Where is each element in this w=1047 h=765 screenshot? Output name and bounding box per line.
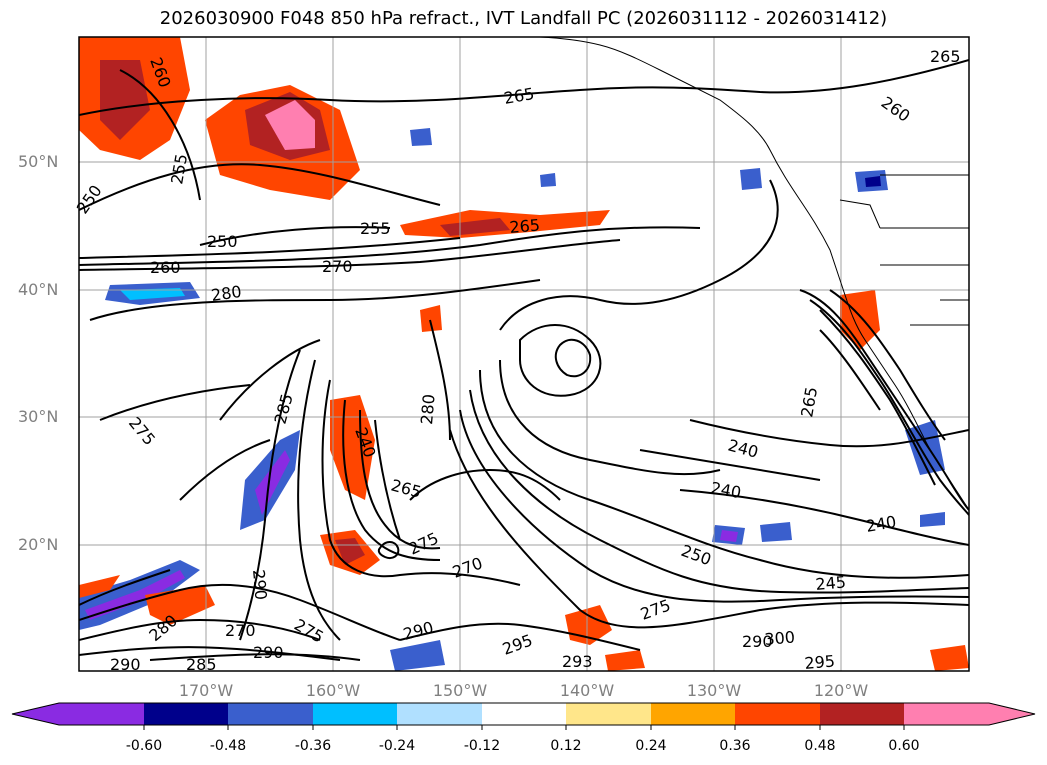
contour-label: 290 (253, 643, 284, 662)
lat-label: 50°N (18, 152, 59, 171)
contour-label: 250 (207, 232, 238, 251)
lat-label: 40°N (18, 280, 59, 299)
lat-label: 20°N (18, 535, 59, 554)
map-layers (79, 37, 969, 671)
colorbar-tick-label: -0.48 (209, 738, 247, 754)
colorbar-tick-label: 0.36 (719, 738, 751, 754)
coastline (539, 37, 969, 511)
colorbar (11, 702, 1036, 730)
contour-label: 290 (742, 632, 773, 651)
contour-lines (79, 59, 969, 661)
grid-lines (79, 37, 969, 671)
colorbar-min-arrow (12, 703, 59, 725)
contour-label: 290 (110, 655, 141, 674)
lon-label: 150°W (432, 681, 488, 700)
contour-label: 260 (150, 258, 181, 277)
colorbar-tick-label: -0.60 (125, 738, 163, 754)
lat-label: 30°N (18, 407, 59, 426)
map-title: 2026030900 F048 850 hPa refract., IVT La… (159, 8, 888, 29)
contour-label: 270 (322, 257, 353, 276)
contour-label: 300 (764, 627, 796, 649)
contour-label: 245 (815, 572, 847, 594)
colorbar-tick-label: 0.24 (635, 738, 667, 754)
contour-label: 280 (210, 282, 243, 305)
lon-label: 170°W (178, 681, 234, 700)
colorbar-tick-label: -0.36 (294, 738, 332, 754)
contour-label: 280 (417, 393, 439, 425)
contour-label: 270 (225, 621, 256, 640)
shade-gulf-pink (265, 100, 315, 150)
colorbar-tick-label: 0.48 (804, 738, 836, 754)
lon-label: 130°W (686, 681, 742, 700)
colorbar-max-arrow (989, 703, 1035, 725)
colorbar-tick-label: -0.24 (378, 738, 416, 754)
shaded-fields (79, 37, 969, 671)
contour-label: 285 (186, 655, 217, 674)
contour-label: 293 (562, 652, 593, 671)
contour-label: 290 (249, 569, 271, 601)
contour-label: 265 (509, 215, 541, 237)
contour-label: 295 (804, 651, 836, 673)
contour-label: 265 (930, 47, 961, 66)
lon-label: 140°W (559, 681, 615, 700)
shade-band-red (440, 218, 510, 236)
map-frame (78, 36, 970, 672)
colorbar-tick-label: 0.12 (550, 738, 582, 754)
colorbar-tick-label: -0.12 (463, 738, 501, 754)
colorbar-tick-label: 0.60 (888, 738, 920, 754)
lon-label: 160°W (305, 681, 361, 700)
contour-label: 255 (360, 219, 391, 238)
lon-label: 120°W (813, 681, 869, 700)
